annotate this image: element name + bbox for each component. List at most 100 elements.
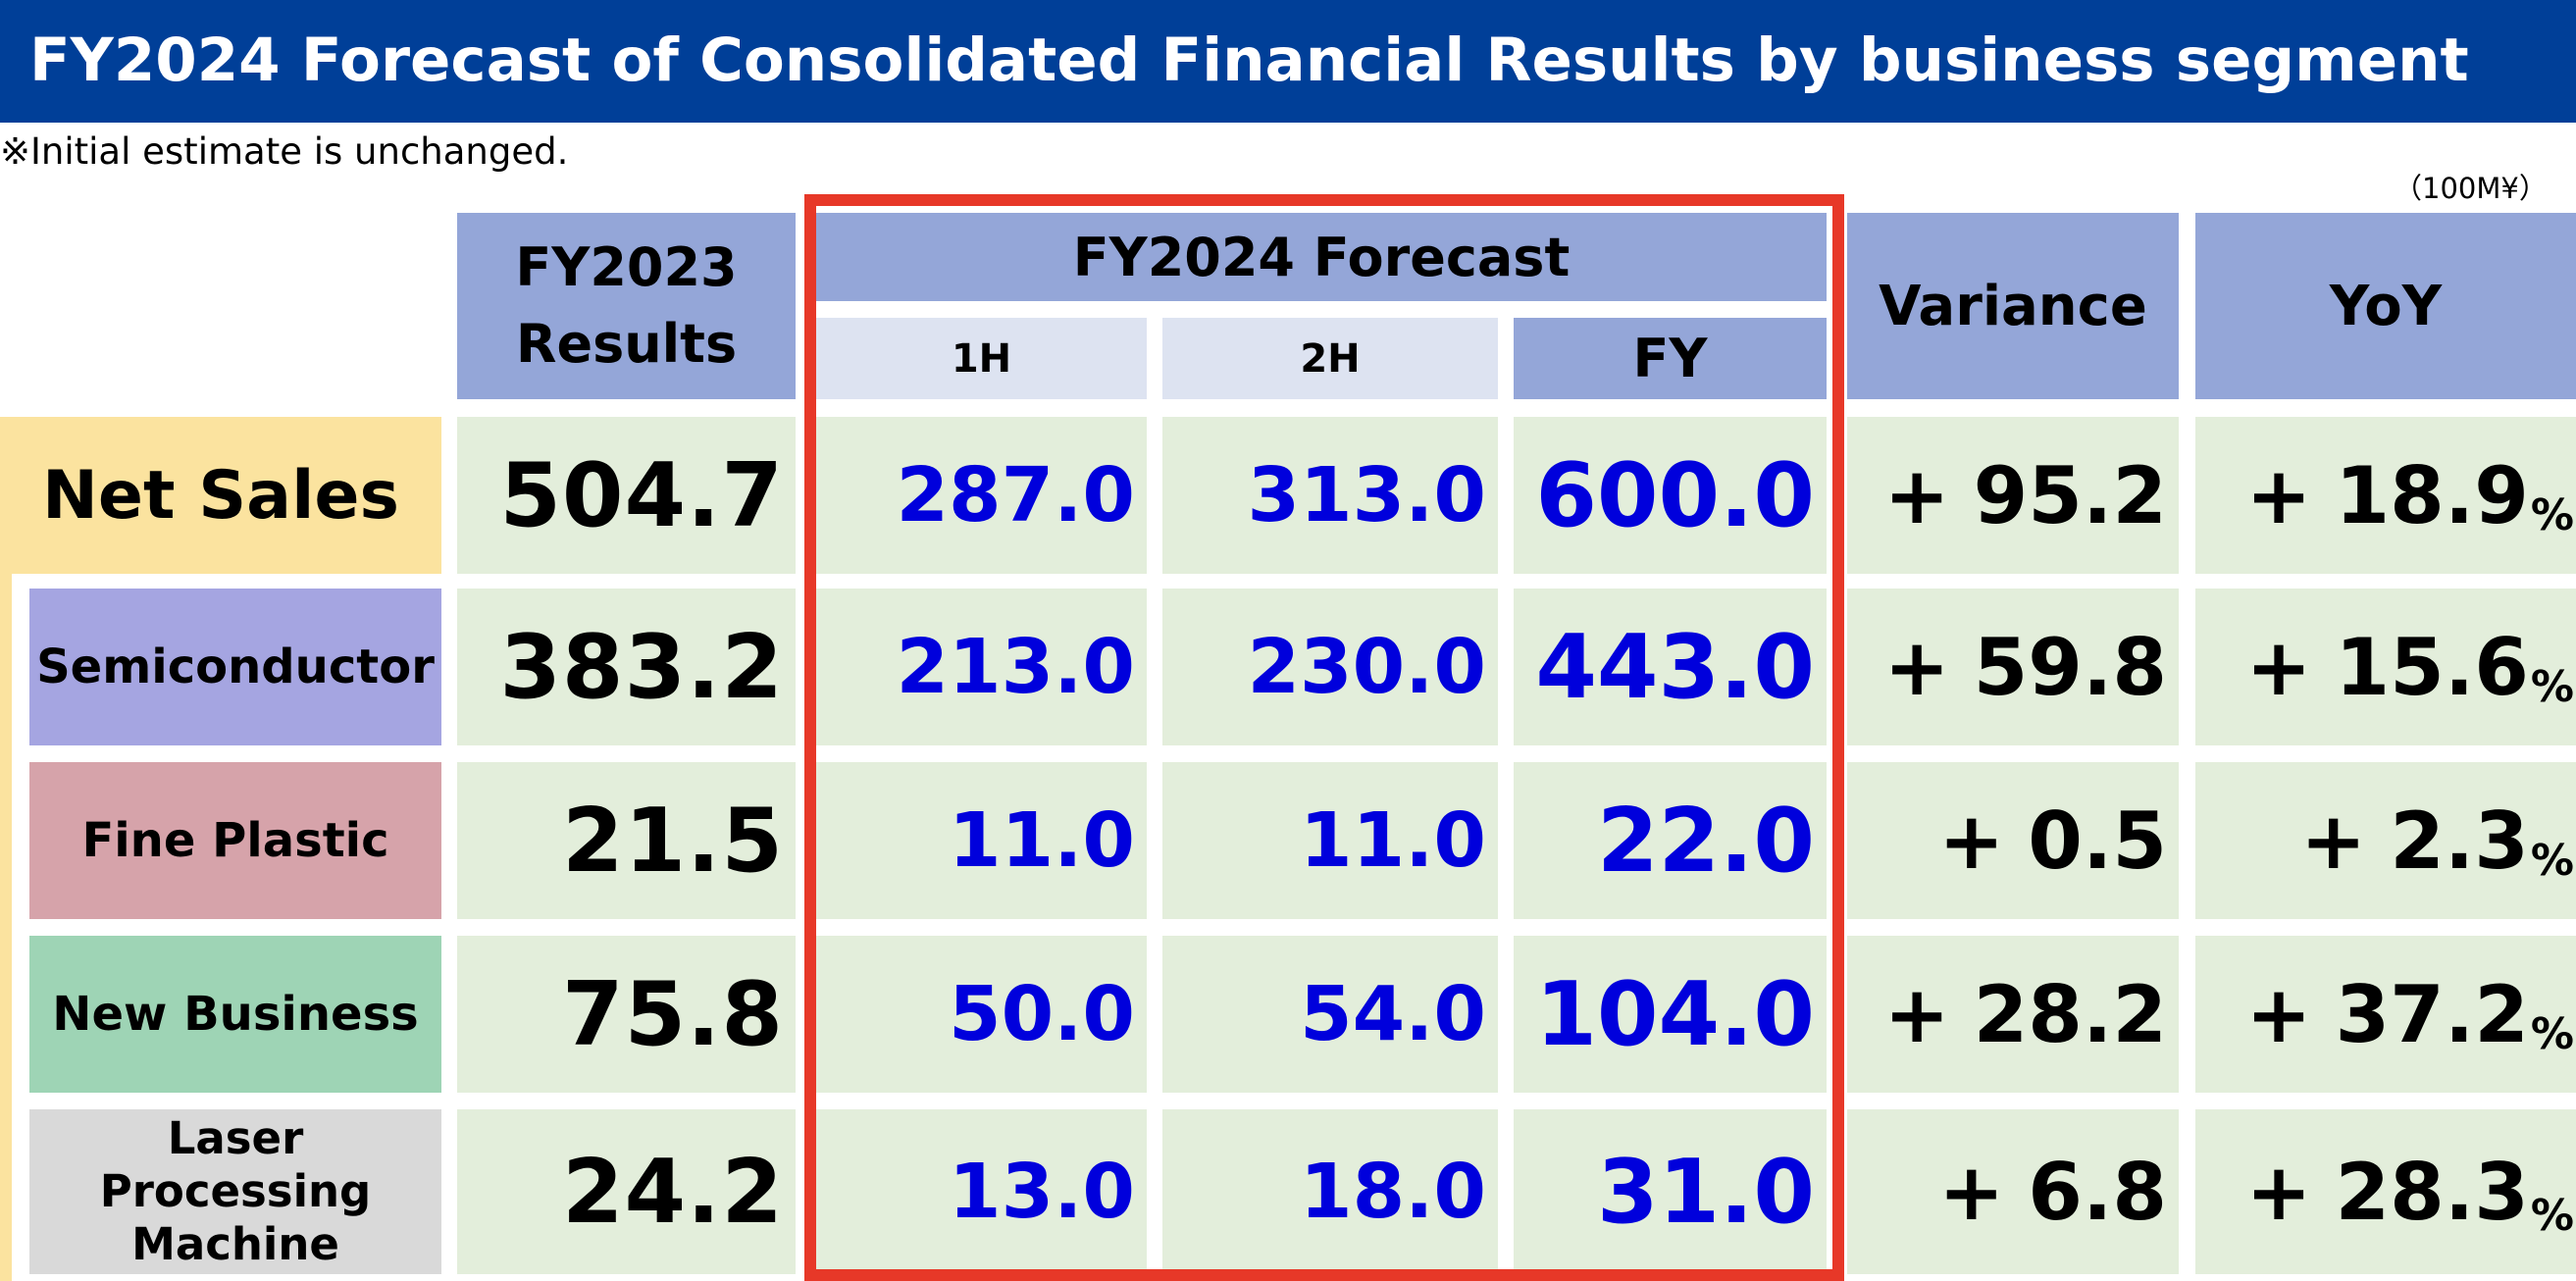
header-yoy: YoY — [2195, 213, 2576, 399]
header-yoy-label: YoY — [2329, 274, 2443, 338]
header-variance-label: Variance — [1879, 274, 2147, 338]
value-semiconductor-yoy: 15.6 — [2335, 621, 2529, 713]
cell-net-sales-fy: 600.0 — [1514, 417, 1827, 574]
header-2h-label: 2H — [1300, 335, 1361, 382]
cell-fine-plastic-variance: +0.5 — [1847, 762, 2179, 919]
row-label-laser-processing-machine: Laser Processing Machine — [29, 1109, 441, 1274]
cell-new-business-fy2023: 75.8 — [457, 936, 796, 1093]
cell-semiconductor-1h: 213.0 — [816, 589, 1147, 745]
cell-fine-plastic-yoy: +2.3% — [2195, 762, 2576, 919]
sign-net-sales-variance: + — [1883, 449, 1950, 541]
value-new-business-2h: 54.0 — [1300, 970, 1486, 1058]
pct-new-business-yoy: % — [2530, 1009, 2574, 1059]
sign-net-sales-yoy: + — [2245, 449, 2312, 541]
sign-new-business-yoy: + — [2245, 968, 2312, 1060]
cell-laser-1h: 13.0 — [816, 1109, 1147, 1274]
note-text: ※Initial estimate is unchanged. — [0, 130, 569, 173]
value-net-sales-fy2023: 504.7 — [499, 443, 784, 547]
cell-semiconductor-variance: +59.8 — [1847, 589, 2179, 745]
header-forecast-group: FY2024 Forecast — [816, 213, 1827, 301]
sign-laser-yoy: + — [2245, 1146, 2312, 1238]
sign-new-business-variance: + — [1883, 968, 1950, 1060]
value-laser-yoy: 28.3 — [2335, 1146, 2529, 1238]
cell-fine-plastic-fy2023: 21.5 — [457, 762, 796, 919]
cell-new-business-fy: 104.0 — [1514, 936, 1827, 1093]
cell-semiconductor-fy2023: 383.2 — [457, 589, 796, 745]
value-new-business-variance: 28.2 — [1973, 968, 2167, 1060]
header-fy-label: FY — [1632, 328, 1708, 389]
value-net-sales-2h: 313.0 — [1247, 451, 1486, 539]
value-net-sales-fy: 600.0 — [1535, 443, 1815, 547]
value-semiconductor-variance: 59.8 — [1973, 621, 2167, 713]
sign-semiconductor-variance: + — [1883, 621, 1950, 713]
value-fine-plastic-yoy: 2.3 — [2390, 794, 2529, 887]
sign-fine-plastic-yoy: + — [2300, 794, 2367, 887]
value-fine-plastic-fy: 22.0 — [1596, 789, 1815, 893]
row-label-new-business-text: New Business — [52, 987, 419, 1042]
header-fy2023: FY2023 Results — [457, 213, 796, 399]
row-label-net-sales: Net Sales — [0, 417, 441, 574]
value-new-business-yoy: 37.2 — [2335, 968, 2529, 1060]
cell-new-business-variance: +28.2 — [1847, 936, 2179, 1093]
value-new-business-fy2023: 75.8 — [561, 962, 784, 1066]
value-semiconductor-fy: 443.0 — [1535, 615, 1815, 719]
value-fine-plastic-1h: 11.0 — [949, 796, 1135, 885]
pct-net-sales-yoy: % — [2530, 490, 2574, 540]
cell-new-business-2h: 54.0 — [1162, 936, 1498, 1093]
cell-fine-plastic-1h: 11.0 — [816, 762, 1147, 919]
unit-label: （100M¥） — [2394, 172, 2548, 205]
value-net-sales-variance: 95.2 — [1973, 449, 2167, 541]
header-fy2023-label: FY2023 Results — [515, 236, 738, 375]
value-laser-1h: 13.0 — [949, 1148, 1135, 1236]
cell-laser-fy2023: 24.2 — [457, 1109, 796, 1274]
value-semiconductor-2h: 230.0 — [1247, 623, 1486, 711]
value-fine-plastic-2h: 11.0 — [1300, 796, 1486, 885]
value-fine-plastic-fy2023: 21.5 — [561, 789, 784, 893]
sign-semiconductor-yoy: + — [2245, 621, 2312, 713]
value-new-business-fy: 104.0 — [1535, 962, 1815, 1066]
row-label-new-business: New Business — [29, 936, 441, 1093]
pct-semiconductor-yoy: % — [2530, 662, 2574, 712]
value-net-sales-1h: 287.0 — [896, 451, 1135, 539]
cell-net-sales-2h: 313.0 — [1162, 417, 1498, 574]
sign-laser-variance: + — [1938, 1146, 2005, 1238]
cell-fine-plastic-2h: 11.0 — [1162, 762, 1498, 919]
cell-net-sales-yoy: +18.9% — [2195, 417, 2576, 574]
value-semiconductor-fy2023: 383.2 — [499, 615, 784, 719]
segment-bracket — [0, 417, 12, 1281]
value-fine-plastic-variance: 0.5 — [2028, 794, 2167, 887]
row-label-net-sales-text: Net Sales — [42, 456, 399, 535]
value-laser-fy: 31.0 — [1596, 1140, 1815, 1244]
row-label-fine-plastic-text: Fine Plastic — [81, 813, 389, 868]
value-net-sales-yoy: 18.9 — [2335, 449, 2529, 541]
header-1h: 1H — [816, 318, 1147, 399]
title-bar: FY2024 Forecast of Consolidated Financia… — [0, 0, 2576, 123]
cell-semiconductor-yoy: +15.6% — [2195, 589, 2576, 745]
cell-new-business-yoy: +37.2% — [2195, 936, 2576, 1093]
header-variance: Variance — [1847, 213, 2179, 399]
cell-semiconductor-fy: 443.0 — [1514, 589, 1827, 745]
header-2h: 2H — [1162, 318, 1498, 399]
row-label-semiconductor-text: Semiconductor — [36, 640, 435, 694]
cell-laser-fy: 31.0 — [1514, 1109, 1827, 1274]
value-laser-2h: 18.0 — [1300, 1148, 1486, 1236]
pct-fine-plastic-yoy: % — [2530, 836, 2574, 886]
value-new-business-1h: 50.0 — [949, 970, 1135, 1058]
cell-laser-yoy: +28.3% — [2195, 1109, 2576, 1274]
row-label-laser-processing-machine-text: Laser Processing Machine — [99, 1112, 372, 1270]
row-label-semiconductor: Semiconductor — [29, 589, 441, 745]
value-laser-variance: 6.8 — [2028, 1146, 2167, 1238]
row-label-fine-plastic: Fine Plastic — [29, 762, 441, 919]
cell-laser-variance: +6.8 — [1847, 1109, 2179, 1274]
page-title: FY2024 Forecast of Consolidated Financia… — [29, 26, 2469, 95]
cell-net-sales-1h: 287.0 — [816, 417, 1147, 574]
sign-fine-plastic-variance: + — [1938, 794, 2005, 887]
cell-net-sales-fy2023: 504.7 — [457, 417, 796, 574]
value-semiconductor-1h: 213.0 — [896, 623, 1135, 711]
cell-net-sales-variance: +95.2 — [1847, 417, 2179, 574]
header-1h-label: 1H — [951, 335, 1012, 382]
header-fy: FY — [1514, 318, 1827, 399]
pct-laser-yoy: % — [2530, 1191, 2574, 1241]
cell-fine-plastic-fy: 22.0 — [1514, 762, 1827, 919]
header-forecast-group-label: FY2024 Forecast — [1072, 226, 1571, 288]
